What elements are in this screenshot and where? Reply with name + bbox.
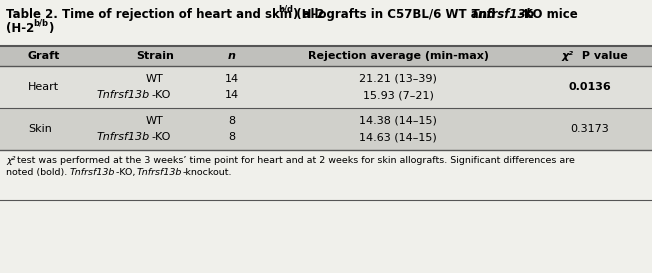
Text: Tnfrsf13b: Tnfrsf13b	[137, 168, 183, 177]
Text: Table 2. Time of rejection of heart and skin (H-2: Table 2. Time of rejection of heart and …	[6, 8, 325, 21]
Text: -KO,: -KO,	[116, 168, 138, 177]
Text: 15.93 (7–21): 15.93 (7–21)	[363, 90, 434, 100]
Text: Tnfrsf13b: Tnfrsf13b	[96, 90, 150, 100]
Text: 8: 8	[228, 115, 235, 126]
Text: ) allografts in C57BL/6 WT and: ) allografts in C57BL/6 WT and	[293, 8, 499, 21]
Bar	[0, 66, 652, 108]
Text: WT: WT	[146, 115, 164, 126]
Text: Strain: Strain	[136, 51, 174, 61]
Text: WT: WT	[146, 74, 164, 84]
Text: b/d: b/d	[278, 5, 293, 14]
Bar	[0, 46, 652, 66]
Text: -KO: -KO	[151, 132, 170, 143]
Text: 0.0136: 0.0136	[569, 82, 612, 92]
Text: noted (bold).: noted (bold).	[6, 168, 70, 177]
Text: 14: 14	[225, 90, 239, 100]
Text: n: n	[228, 51, 236, 61]
Text: Tnfrsf13b: Tnfrsf13b	[96, 132, 150, 143]
Text: -KO: -KO	[151, 90, 170, 100]
Text: χ²: χ²	[562, 51, 574, 61]
Text: 8: 8	[228, 132, 235, 143]
Text: Tnfrsf13b: Tnfrsf13b	[470, 8, 534, 21]
Text: Skin: Skin	[28, 124, 52, 134]
Text: Graft: Graft	[28, 51, 61, 61]
Text: 14.63 (14–15): 14.63 (14–15)	[359, 132, 437, 143]
Text: b/b: b/b	[33, 19, 48, 28]
Text: 21.21 (13–39): 21.21 (13–39)	[359, 74, 437, 84]
Text: test was performed at the 3 weeks’ time point for heart and at 2 weeks for skin : test was performed at the 3 weeks’ time …	[14, 156, 575, 165]
Text: -knockout.: -knockout.	[183, 168, 233, 177]
Text: Tnfrsf13b: Tnfrsf13b	[70, 168, 115, 177]
Text: 14.38 (14–15): 14.38 (14–15)	[359, 115, 437, 126]
Text: (H-2: (H-2	[6, 22, 35, 35]
Text: -KO mice: -KO mice	[519, 8, 578, 21]
Text: 0.3173: 0.3173	[570, 124, 610, 134]
Text: 14: 14	[225, 74, 239, 84]
Text: ): )	[48, 22, 53, 35]
Text: χ²: χ²	[6, 156, 16, 165]
Bar	[0, 108, 652, 150]
Text: P value: P value	[578, 51, 628, 61]
Text: Heart: Heart	[28, 82, 59, 92]
Text: Rejection average (min-max): Rejection average (min-max)	[308, 51, 488, 61]
